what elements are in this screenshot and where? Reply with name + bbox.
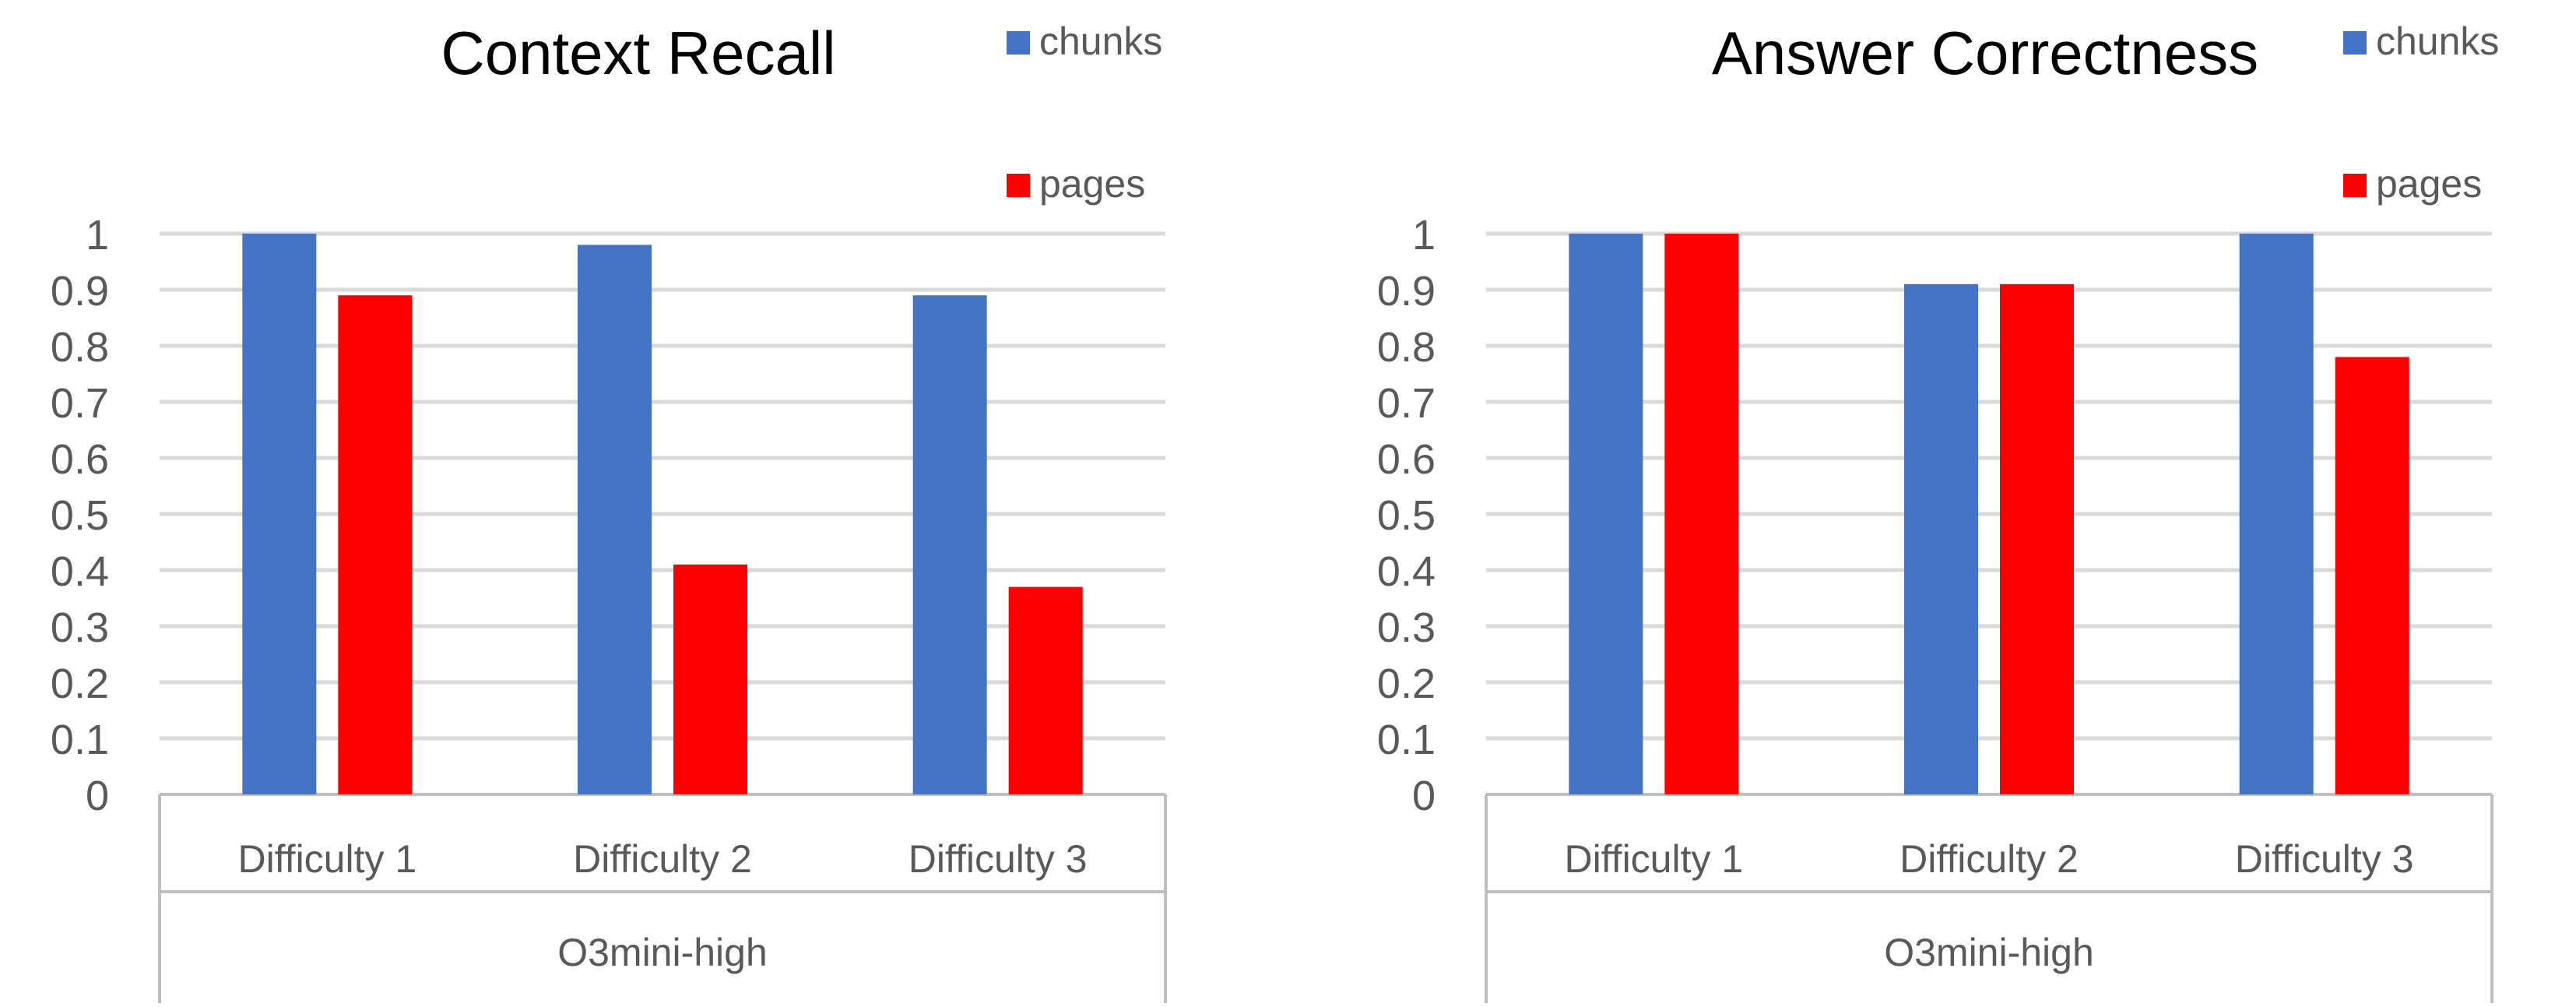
context-recall-ytick-label: 0.6 [51,436,109,483]
context-recall-legend-label-chunks: chunks [1039,19,1162,63]
context-recall-bar-chunks-3 [912,295,987,794]
context-recall-bar-pages-2 [673,564,747,794]
answer-correctness-ytick-label: 0.2 [1377,660,1436,707]
context-recall-ytick-label: 0.5 [51,492,109,539]
context-recall-ytick-label: 0.7 [51,380,109,427]
answer-correctness-ytick-label: 0.5 [1377,492,1436,539]
answer-correctness-legend-label-pages: pages [2376,162,2482,206]
answer-correctness-legend-swatch-chunks [2343,31,2367,55]
answer-correctness-ytick-label: 1 [1412,212,1436,259]
answer-correctness-group-label: O3mini-high [1884,931,2094,974]
context-recall-ytick-label: 0 [86,773,109,819]
context-recall-legend-swatch-chunks [1007,31,1030,55]
answer-correctness-ytick-label: 0.9 [1377,268,1436,315]
answer-correctness-bar-pages-1 [1664,234,1739,794]
context-recall-ytick-label: 0.9 [51,268,109,315]
answer-correctness-legend-label-chunks: chunks [2376,19,2499,63]
context-recall-bar-chunks-2 [578,245,652,794]
answer-correctness-ytick-label: 0.6 [1377,436,1436,483]
answer-correctness-ytick-label: 0.3 [1377,604,1436,651]
context-recall-legend-label-pages: pages [1039,162,1145,206]
context-recall-category-label: Difficulty 1 [237,837,416,881]
context-recall-ytick-label: 0.2 [51,660,109,707]
context-recall-ytick-label: 0.3 [51,604,109,651]
context-recall-legend-swatch-pages [1007,174,1030,197]
answer-correctness-bar-pages-3 [2335,357,2409,794]
context-recall-ytick-label: 1 [86,212,109,259]
context-recall-title: Context Recall [441,19,835,87]
answer-correctness-ytick-label: 0.1 [1377,717,1436,763]
context-recall-category-label: Difficulty 2 [573,837,752,881]
context-recall-bar-chunks-1 [242,234,317,794]
answer-correctness-category-label: Difficulty 1 [1564,837,1743,881]
context-recall-group-label: O3mini-high [557,931,768,974]
context-recall-ytick-label: 0.4 [51,548,109,595]
answer-correctness-ytick-label: 0 [1412,773,1436,819]
context-recall-bar-pages-3 [1008,586,1083,794]
answer-correctness-bar-chunks-1 [1569,234,1643,794]
context-recall-ytick-label: 0.8 [51,324,109,371]
answer-correctness-ytick-label: 0.4 [1377,548,1436,595]
answer-correctness-bar-pages-2 [2000,283,2074,794]
answer-correctness-bar-chunks-2 [1904,283,1978,794]
context-recall-bar-pages-1 [338,295,413,794]
answer-correctness-legend-swatch-pages [2343,174,2367,197]
context-recall-ytick-label: 0.1 [51,717,109,763]
answer-correctness-ytick-label: 0.8 [1377,324,1436,371]
answer-correctness-category-label: Difficulty 2 [1899,837,2079,881]
answer-correctness-bar-chunks-3 [2239,234,2314,794]
answer-correctness-title: Answer Correctness [1712,19,2258,87]
answer-correctness-ytick-label: 0.7 [1377,380,1436,427]
context-recall-category-label: Difficulty 3 [908,837,1088,881]
answer-correctness-category-label: Difficulty 3 [2235,837,2414,881]
